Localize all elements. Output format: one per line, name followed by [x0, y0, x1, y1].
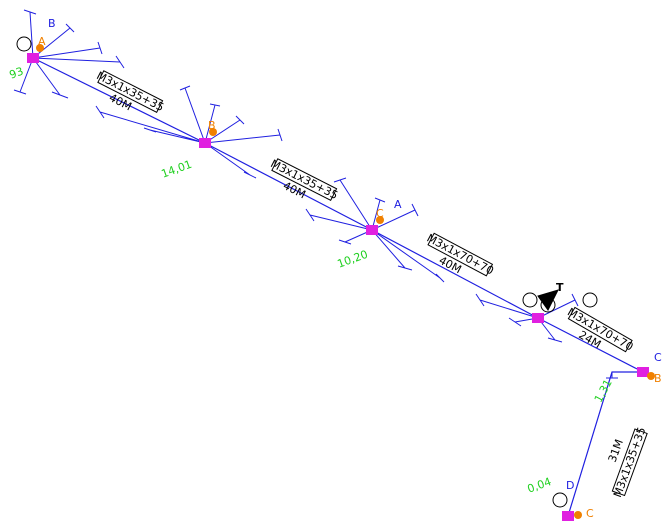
- node-phase: C: [376, 207, 384, 220]
- node: [366, 225, 378, 235]
- node-phase: B: [654, 372, 662, 385]
- nodes: [27, 53, 649, 521]
- node: [27, 53, 39, 63]
- node-label: C: [654, 351, 662, 364]
- node-phase: B: [208, 119, 216, 132]
- wires: [32, 57, 644, 517]
- node-load: 10,20: [336, 248, 370, 271]
- node-label: D: [566, 479, 574, 492]
- node-label: A: [394, 198, 402, 211]
- node-phase: C: [586, 507, 594, 520]
- node-label: B: [48, 17, 56, 30]
- node: [532, 313, 544, 323]
- branch-stubs: [13, 9, 618, 379]
- node-load: 0,04: [526, 475, 553, 496]
- node-load: 14,01: [160, 158, 194, 181]
- node: [199, 138, 211, 148]
- node-load: 1,31: [592, 377, 615, 405]
- cable-type: M3x1x70+70: [565, 306, 635, 354]
- node-label: T: [556, 281, 564, 294]
- node-labels: B A 93 B 14,01 C A 10,20 T C B 1,31 D C …: [8, 17, 662, 520]
- node-phase: A: [38, 35, 46, 48]
- symbols: [16, 36, 655, 519]
- node: [637, 367, 649, 377]
- node: [562, 511, 574, 521]
- node-load: 93: [8, 65, 26, 82]
